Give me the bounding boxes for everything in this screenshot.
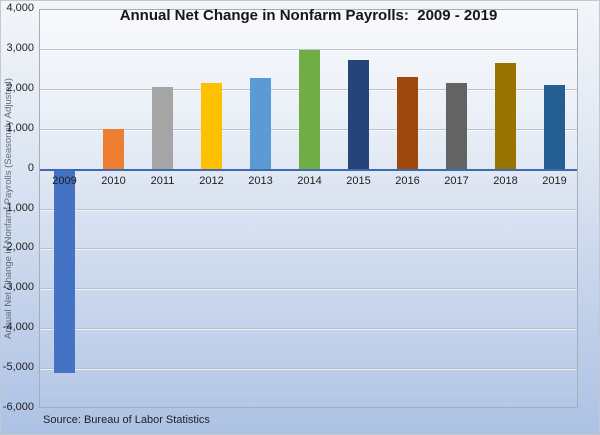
x-tick-label-2012: 2012	[199, 174, 224, 187]
bar-2011	[152, 86, 173, 170]
x-tick-label-2010: 2010	[101, 174, 126, 187]
y-tick-label: -4,000	[2, 321, 34, 334]
bar-2016	[397, 76, 418, 170]
chart-title: Annual Net Change in Nonfarm Payrolls: 2…	[119, 7, 498, 24]
x-tick-label-2015: 2015	[346, 174, 371, 187]
bar-2009	[54, 169, 75, 374]
x-tick-label-2009: 2009	[52, 174, 77, 187]
x-tick-label-2017: 2017	[444, 174, 469, 187]
x-tick-label-2014: 2014	[297, 174, 322, 187]
y-tick-label: 3,000	[6, 41, 34, 54]
gridline	[40, 368, 577, 371]
bar-2012	[201, 82, 222, 170]
bar-2014	[299, 49, 320, 170]
y-tick-label: -5,000	[2, 361, 34, 374]
x-tick-label-2016: 2016	[395, 174, 420, 187]
plot-area: 2009 2010 2011 2012 2013 2014 2015 2016 2017 2018…	[39, 9, 578, 408]
gridline	[40, 248, 577, 251]
y-tick-label: -6,000	[2, 401, 34, 413]
x-tick-label-2011: 2011	[150, 174, 175, 187]
y-tick-label: 0	[27, 161, 34, 174]
zero-axis-line	[40, 168, 577, 171]
gridline	[40, 208, 577, 211]
x-tick-label-2018: 2018	[493, 174, 518, 187]
source-note: Source: Bureau of Labor Statistics	[43, 414, 210, 426]
gridline	[40, 328, 577, 331]
bar-2013	[250, 77, 271, 170]
y-tick-label: 4,000	[6, 2, 34, 14]
y-tick-label: 2,000	[6, 81, 34, 94]
bar-2019	[544, 84, 565, 170]
y-tick-label: -1,000	[2, 201, 34, 214]
x-tick-label-2013: 2013	[248, 174, 273, 187]
bar-2010	[103, 128, 124, 170]
bar-2017	[446, 83, 467, 170]
bar-2018	[495, 62, 516, 170]
y-tick-label: -3,000	[2, 281, 34, 294]
y-tick-label: 1,000	[6, 121, 34, 134]
bar-2015	[348, 59, 369, 170]
gridline	[40, 288, 577, 291]
x-tick-label-2019: 2019	[542, 174, 567, 187]
y-tick-label: -2,000	[2, 241, 34, 254]
